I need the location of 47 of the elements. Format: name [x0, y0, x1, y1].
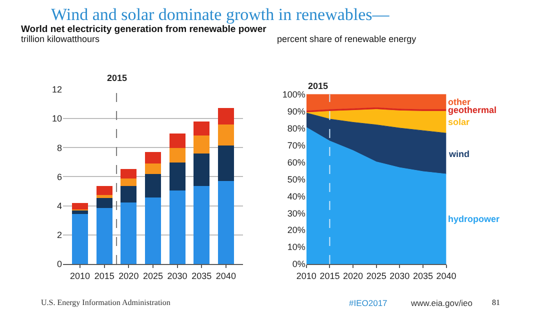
series-label: wind: [448, 149, 470, 159]
y-tick-label: 40%: [287, 191, 306, 202]
text: U.S. Energy Information Administration: [41, 298, 170, 307]
y-tick-label: 100%: [282, 89, 306, 100]
x-tick-label: 2030: [167, 270, 188, 281]
y-tick-label: 30%: [287, 208, 306, 218]
y-tick-label: 90%: [287, 106, 306, 116]
text: 81: [492, 298, 500, 307]
series-label: solar: [448, 117, 470, 127]
y-tick-label: 70%: [287, 140, 306, 150]
y-tick-label: 50%: [287, 174, 306, 184]
x-tick-label: 2035: [412, 270, 433, 281]
ref-line-label: 2015: [308, 81, 328, 91]
x-tick-label: 2020: [343, 270, 364, 281]
y-tick-label: 20%: [287, 225, 306, 236]
text: Wind and solar dominate growth in renewables—: [51, 5, 390, 24]
y-tick-label: 6: [57, 172, 62, 182]
y-tick-label: 12: [52, 84, 62, 95]
x-tick-label: 2010: [70, 270, 90, 281]
annotation: 2015: [107, 73, 128, 83]
x-tick-label: 2025: [366, 270, 386, 281]
chart-title: World net electricity generation from renewable power: [21, 24, 267, 35]
x-tick-label: 2035: [192, 270, 212, 281]
x-tick-label: 2020: [118, 270, 139, 281]
y-axis-title: trillion kilowatthours: [21, 34, 100, 44]
x-tick-label: 2040: [216, 270, 236, 281]
x-tick-label: 2015: [320, 270, 340, 281]
y-tick-label: 10: [52, 114, 62, 124]
y-tick-label: 8: [57, 142, 62, 153]
x-tick-label: 2040: [436, 270, 456, 281]
text: hydropower: [448, 214, 500, 224]
y-tick-label: 0%: [292, 259, 306, 270]
x-tick-label: 2015: [94, 270, 114, 281]
y-tick-label: 80%: [287, 123, 306, 134]
text: #IEO2017: [349, 298, 388, 308]
series-label: geothermal: [448, 105, 497, 115]
y-tick-label: 4: [57, 200, 62, 211]
text: www.eia.gov/ieo: [410, 298, 473, 308]
x-tick-label: 2030: [390, 270, 410, 281]
x-tick-label: 2010: [296, 270, 316, 281]
y-tick-label: 2: [57, 230, 62, 240]
y-tick-label: 10%: [287, 242, 306, 252]
x-tick-label: 2025: [142, 270, 164, 281]
y-tick-label: 60%: [287, 157, 306, 168]
series-label: other: [448, 97, 471, 107]
y-tick-label: 0: [57, 259, 62, 270]
chart-title: percent share of renewable energy: [277, 34, 417, 44]
